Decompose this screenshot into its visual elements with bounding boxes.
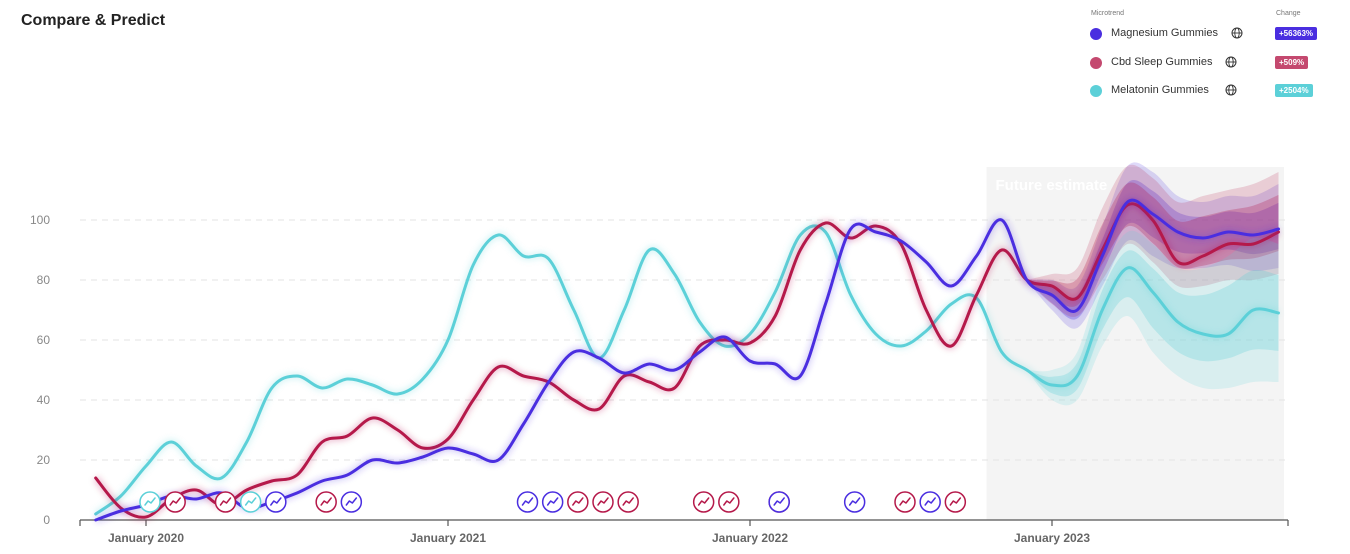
trend-up-icon [773, 497, 785, 506]
trend-up-icon [572, 497, 584, 506]
y-tick-label: 100 [30, 213, 50, 227]
forecast-band-melatonin-gummies [1026, 230, 1279, 406]
legend-item-label: Magnesium Gummies [1111, 27, 1218, 39]
trend-up-icon [597, 497, 609, 506]
y-tick-label: 60 [37, 333, 51, 347]
trend-up-icon [144, 497, 156, 506]
page-title: Compare & Predict [21, 12, 166, 29]
forecast-band-melatonin-gummies [1026, 250, 1279, 397]
series-color-dot [1090, 28, 1102, 40]
legend-item-magnesium[interactable]: Magnesium Gummies +56363% [1088, 24, 1340, 44]
y-tick-label: 80 [37, 273, 51, 287]
x-tick-label: January 2023 [1014, 531, 1090, 545]
trend-up-icon [521, 497, 534, 506]
globe-icon[interactable] [1231, 27, 1243, 39]
trend-up-icon [899, 497, 911, 506]
x-tick-label: January 2020 [108, 531, 184, 545]
legend-item-label: Melatonin Gummies [1111, 84, 1209, 96]
trend-up-icon [345, 497, 358, 506]
legend: Microtrend Change Magnesium Gummies +563… [1088, 10, 1340, 110]
change-badge: +56363% [1275, 27, 1318, 40]
legend-item-label: Cbd Sleep Gummies [1111, 56, 1213, 68]
series-color-dot [1090, 57, 1102, 69]
y-tick-label: 40 [37, 393, 51, 407]
legend-item-melatonin[interactable]: Melatonin Gummies +2504% [1088, 81, 1340, 101]
trend-up-icon [622, 497, 634, 506]
trend-up-icon [320, 497, 332, 506]
x-tick-label: January 2022 [712, 531, 788, 545]
series-line-magnesium-gummies [94, 198, 1280, 522]
forecast-label: Future estimate [996, 177, 1108, 194]
y-tick-label: 20 [37, 453, 51, 467]
trend-up-icon [848, 497, 861, 506]
globe-icon[interactable] [1225, 84, 1237, 96]
legend-item-cbd[interactable]: Cbd Sleep Gummies +509% [1088, 53, 1340, 73]
legend-heading-change: Change [1276, 10, 1301, 17]
trend-up-icon [219, 497, 232, 506]
change-badge: +509% [1275, 56, 1309, 69]
trend-up-icon [723, 497, 735, 506]
series-color-dot [1090, 85, 1102, 97]
trend-up-icon [244, 497, 257, 506]
trend-up-icon [546, 497, 559, 506]
trend-up-icon [924, 497, 936, 506]
change-badge: +2504% [1275, 84, 1313, 97]
trend-up-icon [169, 497, 181, 506]
trend-up-icon [270, 497, 282, 506]
x-tick-label: January 2021 [410, 531, 486, 545]
trend-up-icon [697, 497, 710, 506]
globe-icon[interactable] [1225, 56, 1237, 68]
y-tick-label: 0 [43, 513, 50, 527]
series-line-melatonin-gummies [94, 224, 1280, 516]
legend-heading-microtrend: Microtrend [1091, 10, 1125, 17]
trend-up-icon [949, 497, 962, 506]
forecast-region [986, 167, 1284, 520]
